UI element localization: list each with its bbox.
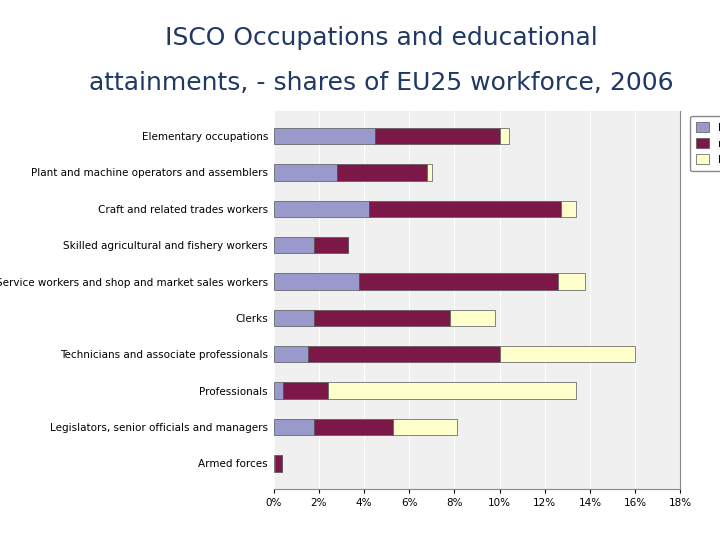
Bar — [283, 382, 328, 399]
Bar — [450, 310, 495, 326]
Bar — [274, 273, 359, 289]
Bar — [274, 310, 315, 326]
Bar — [274, 346, 307, 362]
Bar — [315, 237, 348, 253]
Bar — [315, 419, 393, 435]
Legend: low, medium, high: low, medium, high — [690, 116, 720, 171]
Bar — [307, 346, 500, 362]
Bar — [427, 164, 432, 180]
Bar — [500, 346, 635, 362]
Bar — [369, 200, 561, 217]
Bar — [559, 273, 585, 289]
Bar — [359, 273, 559, 289]
Bar — [337, 164, 427, 180]
Bar — [315, 310, 450, 326]
Bar — [500, 128, 508, 144]
Bar — [393, 419, 456, 435]
Bar — [274, 419, 315, 435]
Text: attainments, - shares of EU25 workforce, 2006: attainments, - shares of EU25 workforce,… — [89, 71, 674, 96]
Bar — [274, 382, 283, 399]
Text: ISCO Occupations and educational: ISCO Occupations and educational — [165, 25, 598, 50]
Bar — [375, 128, 500, 144]
Bar — [274, 164, 337, 180]
Bar — [328, 382, 577, 399]
Bar — [274, 128, 375, 144]
Bar — [275, 455, 282, 471]
Text: EWOSS  -  Eindhoven 09/11/09: EWOSS - Eindhoven 09/11/09 — [14, 517, 240, 530]
Bar — [274, 200, 369, 217]
Bar — [274, 237, 315, 253]
Bar — [274, 455, 275, 471]
Bar — [561, 200, 577, 217]
